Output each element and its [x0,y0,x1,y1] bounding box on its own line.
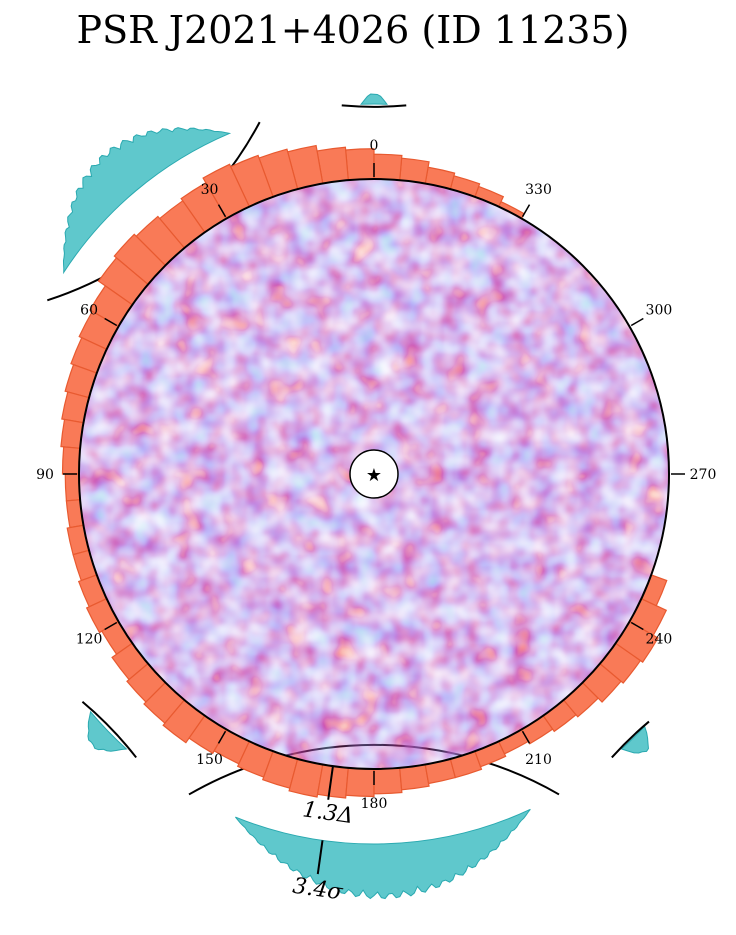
inner-hist-bar [373,767,403,795]
angle-tick [630,621,644,631]
angle-tick-label: 30 [201,182,219,198]
center-circle [349,449,399,499]
outer-hist-bar [620,725,649,754]
inner-hist-bar [61,446,81,475]
outer-hist-bar [62,127,232,275]
angle-tick-label: 180 [361,796,388,812]
angle-tick-label: 210 [525,752,552,768]
inner-hist-bar [373,153,403,181]
angle-tick-label: 90 [36,467,54,483]
inner-hist-bar [64,473,81,502]
annotation-line-sigma [316,840,324,875]
annotation-line-delta [327,765,334,800]
outer-histogram [62,93,649,900]
inner-hist-bar [345,767,375,798]
angle-tick-label: 330 [525,182,552,198]
angle-tick-label: 0 [370,138,379,154]
disk-border [78,178,670,770]
angle-tick-label: 270 [690,467,717,483]
angle-tick [217,204,227,218]
angle-tick-label: 150 [196,752,223,768]
angle-tick [630,317,644,327]
outer-hist-bar [360,93,388,105]
outer-hist-bar [87,710,128,752]
center-marker: ★ [349,449,399,499]
angle-tick [521,204,531,218]
angle-tick-label: 60 [80,303,98,319]
chart-title: PSR J2021+4026 (ID 11235) [76,8,630,52]
angle-tick [521,730,531,744]
outer-arc [341,104,407,108]
angle-ticks: 0 30 60 90 120 150 180 210 240 270 300 330 [36,138,716,812]
angle-tick [104,317,118,327]
outer-hist-bar [235,808,531,900]
angle-tick-label: 240 [646,632,673,648]
angle-tick [217,730,227,744]
angle-tick-label: 120 [76,632,103,648]
annotation-delta: 1.3Δ [301,797,355,829]
outer-arc [611,720,650,759]
star-icon: ★ [366,465,382,486]
outer-arc [81,701,137,759]
angle-tick [104,621,118,631]
angle-tick-label: 300 [646,303,673,319]
